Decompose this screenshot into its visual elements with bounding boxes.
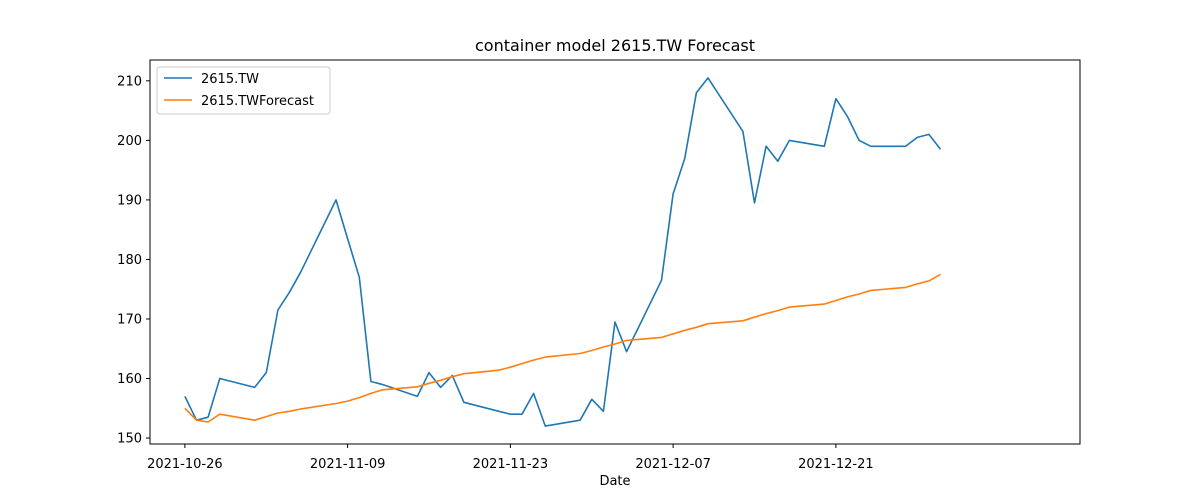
legend: 2615.TW 2615.TWForecast	[156, 66, 331, 115]
x-tick-label: 2021-12-07	[635, 457, 711, 472]
plot-frame	[149, 59, 1081, 445]
x-tick-label: 2021-10-26	[147, 457, 223, 472]
y-tick-label: 150	[117, 432, 142, 447]
y-tick-label: 200	[117, 134, 142, 149]
x-tick-label: 2021-11-23	[473, 457, 549, 472]
y-tick-label: 210	[117, 74, 142, 89]
x-axis-label: Date	[599, 474, 630, 489]
y-tick-label: 160	[117, 372, 142, 387]
y-tick-label: 170	[117, 312, 142, 327]
y-tick-label: 190	[117, 193, 142, 208]
series-line	[184, 273, 941, 423]
chart-title: container model 2615.TW Forecast	[475, 36, 755, 55]
x-tick-label: 2021-12-21	[798, 457, 874, 472]
legend-box	[156, 66, 331, 115]
y-tick-label: 180	[117, 253, 142, 268]
x-axis: 2021-10-26 2021-11-09 2021-11-23 2021-12-07…	[147, 444, 874, 472]
y-axis: 150 160 170 180 190 200 210	[117, 74, 150, 447]
legend-label: 2615.TWForecast	[201, 94, 314, 109]
series-line	[184, 77, 942, 427]
x-tick-label: 2021-11-09	[310, 457, 386, 472]
plot-area	[184, 77, 942, 427]
legend-label: 2615.TW	[201, 72, 259, 87]
